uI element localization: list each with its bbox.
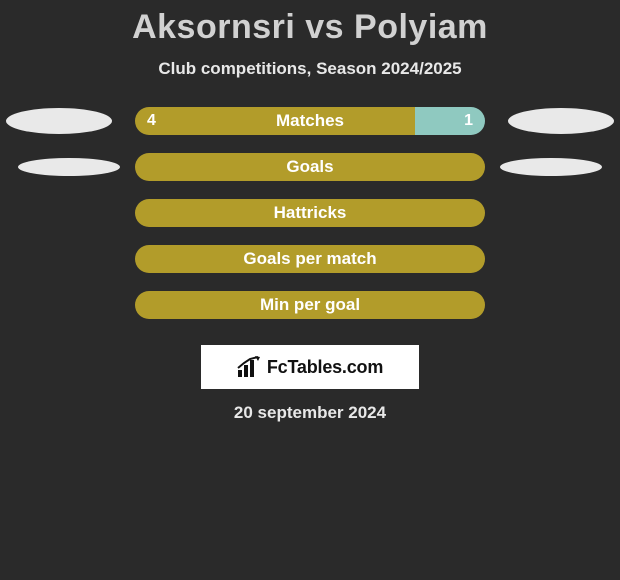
bar-left-segment [135, 291, 485, 319]
stat-bar: Hattricks [135, 199, 485, 227]
page-title: Aksornsri vs Polyiam [0, 8, 620, 47]
date-label: 20 september 2024 [0, 403, 620, 423]
ellipse-right-icon [508, 108, 614, 134]
comparison-widget: Aksornsri vs Polyiam Club competitions, … [0, 0, 620, 423]
stat-bar: Goals [135, 153, 485, 181]
bar-right-segment [415, 107, 485, 135]
stat-row-hattricks: Hattricks [0, 199, 620, 227]
bar-left-segment [135, 107, 415, 135]
logo-text: FcTables.com [267, 357, 383, 378]
bar-left-segment [135, 199, 485, 227]
stat-row-matches: 4 Matches 1 [0, 107, 620, 135]
stat-row-goals: Goals [0, 153, 620, 181]
logo-box: FcTables.com [201, 345, 419, 389]
stat-row-mpg: Min per goal [0, 291, 620, 319]
fctables-logo-icon [237, 356, 261, 378]
ellipse-right-icon [500, 158, 602, 176]
right-value: 1 [464, 107, 473, 135]
stat-rows: 4 Matches 1 Goals Hattricks [0, 107, 620, 319]
ellipse-left-icon [6, 108, 112, 134]
bar-left-segment [135, 153, 485, 181]
stat-bar: 4 Matches 1 [135, 107, 485, 135]
ellipse-left-icon [18, 158, 120, 176]
bar-left-segment [135, 245, 485, 273]
stat-bar: Goals per match [135, 245, 485, 273]
stat-row-gpm: Goals per match [0, 245, 620, 273]
stat-bar: Min per goal [135, 291, 485, 319]
subtitle: Club competitions, Season 2024/2025 [0, 59, 620, 79]
left-value: 4 [147, 107, 156, 135]
